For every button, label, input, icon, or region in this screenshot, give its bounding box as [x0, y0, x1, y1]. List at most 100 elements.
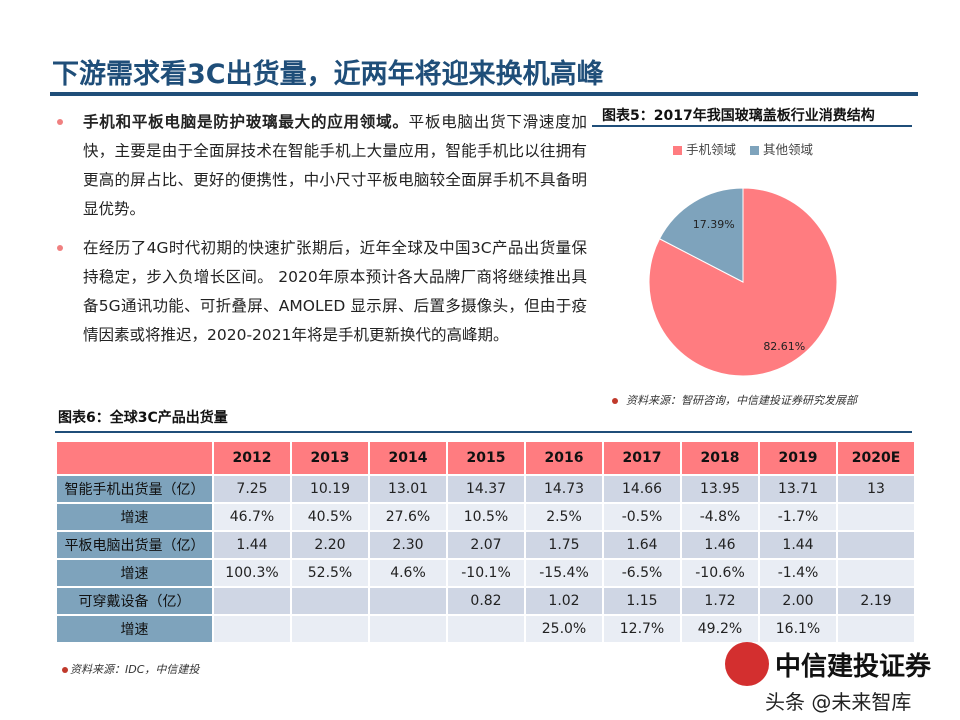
table-row: 智能手机出货量（亿） 7.25 10.19 13.01 14.37 14.73 14.66 1…	[55, 474, 916, 504]
table-cell: -10.6%	[680, 558, 760, 588]
figure5-title: 图表5：2017年我国玻璃盖板行业消费结构	[602, 108, 875, 124]
table-cell: 14.66	[602, 474, 682, 504]
bullet-dot-icon	[57, 119, 63, 125]
table-cell: 2.20	[290, 530, 370, 560]
table-cell	[836, 614, 916, 644]
table-cell: -1.4%	[758, 558, 838, 588]
table-cell	[836, 502, 916, 532]
table-cell: 13.71	[758, 474, 838, 504]
bullet-item: 在经历了4G时代初期的快速扩张期后，近年全球及中国3C产品出货量保持稳定，步入负…	[55, 234, 587, 350]
bullet-item: 手机和平板电脑是防护玻璃最大的应用领域。平板电脑出货下滑速度加快，主要是由于全面…	[55, 108, 587, 224]
bullet-text: 在经历了4G时代初期的快速扩张期后，近年全球及中国3C产品出货量保持稳定，步入负…	[83, 239, 587, 344]
table-cell: 100.3%	[212, 558, 292, 588]
table-row: 平板电脑出货量（亿） 1.44 2.20 2.30 2.07 1.75 1.64 1.46 1.…	[55, 530, 916, 560]
table-cell: 1.64	[602, 530, 682, 560]
table-row: 增速 25.0% 12.7% 49.2% 16.1%	[55, 614, 916, 644]
table-cell: -4.8%	[680, 502, 760, 532]
figure5-source: 资料来源：智研咨询，中信建投证券研究发展部	[612, 392, 857, 408]
table-cell	[446, 614, 526, 644]
legend-item: 其他领域	[750, 139, 813, 158]
legend-item: 手机领域	[673, 139, 736, 158]
table-cell: 25.0%	[524, 614, 604, 644]
row-header: 平板电脑出货量（亿）	[55, 530, 214, 560]
watermark: 头条 @未来智库	[765, 690, 912, 714]
table-header-row: 2012 2013 2014 2015 2016 2017 2018 2019 2020E	[55, 440, 916, 476]
source-text: 资料来源：IDC，中信建投	[70, 663, 200, 676]
bullet-text: 平板电脑出货下滑速度加快，主要是由于全面屏技术在智能手机上大量应用，智能手机比以…	[83, 113, 587, 218]
table-cell: 12.7%	[602, 614, 682, 644]
column-header: 2019	[758, 440, 838, 476]
table-cell: 14.37	[446, 474, 526, 504]
header-corner	[55, 440, 214, 476]
pie-data-label: 82.61%	[763, 340, 805, 353]
table-cell: 1.46	[680, 530, 760, 560]
source-dot-icon	[612, 398, 618, 404]
table-cell: 13	[836, 474, 916, 504]
table-cell: 2.00	[758, 586, 838, 616]
legend-swatch	[673, 146, 682, 155]
figure6-rule	[55, 431, 912, 433]
table-cell: -15.4%	[524, 558, 604, 588]
table-cell	[368, 586, 448, 616]
table-cell: -6.5%	[602, 558, 682, 588]
row-header: 增速	[55, 614, 214, 644]
table-cell	[290, 586, 370, 616]
figure6-source: 资料来源：IDC，中信建投	[62, 661, 199, 677]
shipment-table: 2012 2013 2014 2015 2016 2017 2018 2019 2020E 智能手…	[55, 440, 916, 644]
pie-legend: 手机领域 其他领域	[673, 139, 813, 158]
table-row: 可穿戴设备（亿） 0.82 1.02 1.15 1.72 2.00 2.19	[55, 586, 916, 616]
pie-data-label: 17.39%	[693, 218, 735, 231]
figure6-title: 图表6：全球3C产品出货量	[58, 410, 228, 426]
table-cell: -10.1%	[446, 558, 526, 588]
table-cell	[290, 614, 370, 644]
table-cell: -1.7%	[758, 502, 838, 532]
row-header: 增速	[55, 502, 214, 532]
column-header: 2014	[368, 440, 448, 476]
table-cell: 40.5%	[290, 502, 370, 532]
table-cell: -0.5%	[602, 502, 682, 532]
pie-slice	[658, 187, 744, 283]
table-cell: 1.44	[758, 530, 838, 560]
pie-chart: 82.61% 17.39%	[648, 187, 838, 377]
table-cell: 4.6%	[368, 558, 448, 588]
table-cell	[836, 558, 916, 588]
title-divider	[50, 92, 918, 96]
figure5-rule	[592, 125, 912, 127]
table-cell: 10.19	[290, 474, 370, 504]
column-header: 2012	[212, 440, 292, 476]
table-cell: 10.5%	[446, 502, 526, 532]
table-row: 增速 100.3% 52.5% 4.6% -10.1% -15.4% -6.5% -10.6%…	[55, 558, 916, 588]
table-cell: 2.30	[368, 530, 448, 560]
column-header: 2017	[602, 440, 682, 476]
table-cell: 14.73	[524, 474, 604, 504]
table-row: 增速 46.7% 40.5% 27.6% 10.5% 2.5% -0.5% -4.8% -1.7…	[55, 502, 916, 532]
table-cell: 1.02	[524, 586, 604, 616]
table-cell: 7.25	[212, 474, 292, 504]
table-cell	[212, 586, 292, 616]
table-cell: 2.07	[446, 530, 526, 560]
table-cell: 16.1%	[758, 614, 838, 644]
row-header: 增速	[55, 558, 214, 588]
column-header: 2016	[524, 440, 604, 476]
column-header: 2015	[446, 440, 526, 476]
table-cell: 1.75	[524, 530, 604, 560]
bullet-bold: 手机和平板电脑是防护玻璃最大的应用领域。	[83, 113, 409, 131]
column-header: 2013	[290, 440, 370, 476]
table-cell: 1.15	[602, 586, 682, 616]
legend-swatch	[750, 146, 760, 155]
table-cell: 49.2%	[680, 614, 760, 644]
table-cell: 13.95	[680, 474, 760, 504]
table-cell	[212, 614, 292, 644]
row-header: 可穿戴设备（亿）	[55, 586, 214, 616]
source-dot-icon	[62, 667, 68, 673]
table-cell: 1.44	[212, 530, 292, 560]
table-cell: 1.72	[680, 586, 760, 616]
column-header: 2018	[680, 440, 760, 476]
source-text: 资料来源：智研咨询，中信建投证券研究发展部	[626, 394, 857, 407]
table-cell: 0.82	[446, 586, 526, 616]
logo-text: 中信建投证券	[775, 651, 932, 682]
table-cell: 2.5%	[524, 502, 604, 532]
table-cell: 46.7%	[212, 502, 292, 532]
table-cell	[836, 530, 916, 560]
table-cell: 27.6%	[368, 502, 448, 532]
